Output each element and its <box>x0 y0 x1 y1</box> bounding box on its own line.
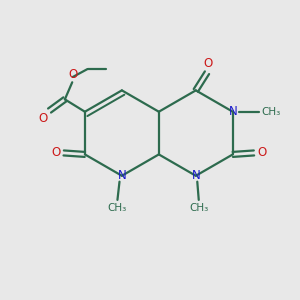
Text: O: O <box>38 112 47 125</box>
Text: O: O <box>51 146 60 159</box>
Text: CH₃: CH₃ <box>261 107 280 117</box>
Text: N: N <box>228 105 237 118</box>
Text: O: O <box>69 68 78 80</box>
Text: N: N <box>191 169 200 182</box>
Text: N: N <box>118 169 126 182</box>
Text: O: O <box>257 146 267 159</box>
Text: CH₃: CH₃ <box>189 203 208 213</box>
Text: CH₃: CH₃ <box>108 203 127 213</box>
Text: O: O <box>203 57 212 70</box>
